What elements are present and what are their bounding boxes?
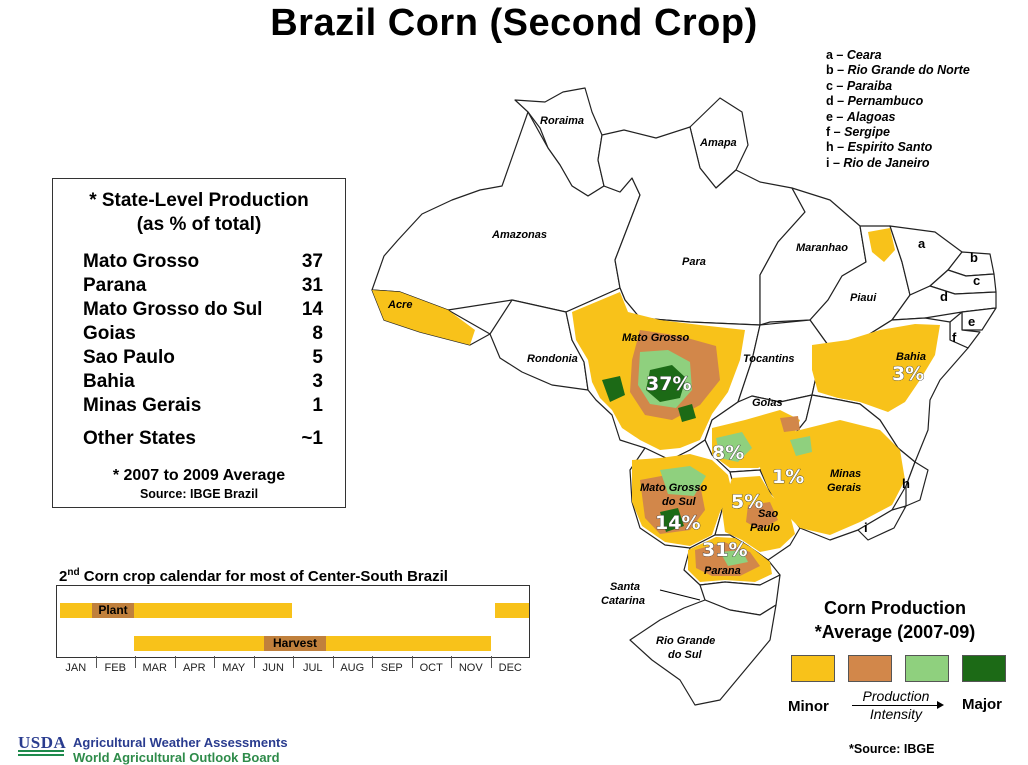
label-rgs-1: Rio Grande xyxy=(656,635,715,647)
label-roraima: Roraima xyxy=(540,115,584,127)
letter-b: b xyxy=(970,250,978,265)
label-goias: Goias xyxy=(752,397,783,409)
calendar-title: 2nd Corn crop calendar for most of Cente… xyxy=(59,567,448,585)
month-label: MAY xyxy=(222,662,246,674)
table-source: Source: IBGE Brazil xyxy=(139,487,259,501)
key-item: f – Sergipe xyxy=(826,125,890,140)
legend-major-label: Major xyxy=(962,696,1003,713)
production-patches xyxy=(372,228,940,582)
legend-arrow-icon xyxy=(852,701,944,709)
letter-e: e xyxy=(968,314,975,329)
month-label: SEP xyxy=(380,662,403,674)
table-row: Mato Grosso 37 xyxy=(83,251,323,272)
key-item: c – Paraiba xyxy=(826,78,893,93)
key-item: a – Ceara xyxy=(826,48,882,62)
letter-i: i xyxy=(864,520,868,535)
label-piaui: Piaui xyxy=(850,292,877,304)
table-row: Minas Gerais 1 xyxy=(83,395,323,416)
source-note: *Source: IBGE xyxy=(849,742,935,756)
month-label: JUN xyxy=(262,662,284,674)
key-item: d – Pernambuco xyxy=(826,94,924,109)
production-table: * State-Level Production (as % of total)… xyxy=(52,178,346,508)
legend-swatch-minor xyxy=(791,655,835,682)
harvest-stage: Harvest xyxy=(264,636,326,651)
crop-calendar: Plant Harvest xyxy=(56,585,530,658)
pct-mato-grosso-do-sul: 14% xyxy=(655,512,700,534)
letter-f: f xyxy=(952,330,957,345)
pct-goias: 8% xyxy=(712,442,744,464)
state-letter-key: a – Ceara b – Rio Grande do Norte c – Pa… xyxy=(826,48,970,171)
label-para: Para xyxy=(682,256,706,268)
legend-minor-label: Minor xyxy=(788,698,829,715)
label-sao-paulo-2: Paulo xyxy=(750,522,780,534)
state-espirito-santo xyxy=(905,461,929,507)
label-maranhao: Maranhao xyxy=(796,242,848,254)
santa-catarina-leader xyxy=(659,589,701,601)
legend-swatch-major xyxy=(962,655,1006,682)
pct-parana: 31% xyxy=(702,539,747,561)
pct-mato-grosso: 37% xyxy=(646,373,691,395)
letter-d: d xyxy=(940,289,948,304)
table-row: Parana 31 xyxy=(83,275,323,296)
production-table-title: * State-Level Production (as % of total) xyxy=(89,190,309,235)
state-rio-de-janeiro xyxy=(857,505,907,541)
pct-bahia: 3% xyxy=(892,363,924,385)
usda-logo-stripes xyxy=(18,750,64,758)
label-amazonas: Amazonas xyxy=(491,229,547,241)
table-row: Goias 8 xyxy=(83,323,323,344)
table-row: Mato Grosso do Sul 14 xyxy=(83,299,323,320)
table-row: Other States ~1 xyxy=(83,428,323,449)
label-sao-paulo-1: Sao xyxy=(758,508,778,520)
month-label: APR xyxy=(182,662,206,674)
legend-swatch-moderate xyxy=(848,655,892,682)
month-label: JUL xyxy=(302,662,323,674)
letter-h: h xyxy=(902,476,910,491)
label-bahia: Bahia xyxy=(896,351,926,363)
label-rgs-2: do Sul xyxy=(668,649,703,661)
label-minas-gerais-1: Minas xyxy=(830,468,861,480)
month-label: FEB xyxy=(104,662,126,674)
key-item: b – Rio Grande do Norte xyxy=(826,63,970,78)
label-mato-grosso: Mato Grosso xyxy=(622,332,690,344)
month-label: OCT xyxy=(419,662,443,674)
key-item: i – Rio de Janeiro xyxy=(826,155,930,170)
month-label: DEC xyxy=(498,662,522,674)
footer-line1: Agricultural Weather Assessments xyxy=(73,735,288,750)
label-parana: Parana xyxy=(704,565,741,577)
legend-intensity-label: Production Intensity xyxy=(862,688,930,722)
letter-a: a xyxy=(918,236,926,251)
plant-stage: Plant xyxy=(92,603,134,618)
label-mgs-1: Mato Grosso xyxy=(640,482,708,494)
label-mgs-2: do Sul xyxy=(662,496,697,508)
page-title: Brazil Corn (Second Crop) xyxy=(270,2,758,44)
table-footnote: * 2007 to 2009 Average xyxy=(112,467,286,484)
table-row: Sao Paulo 5 xyxy=(83,347,323,368)
pct-sao-paulo: 5% xyxy=(731,491,763,513)
legend-title: Corn Production *Average (2007-09) xyxy=(814,598,976,642)
table-row: Bahia 3 xyxy=(83,371,323,392)
month-label: JAN xyxy=(65,662,87,674)
label-acre: Acre xyxy=(387,299,412,311)
label-tocantins: Tocantins xyxy=(743,353,795,365)
legend-swatch-high xyxy=(905,655,949,682)
month-label: NOV xyxy=(458,662,483,674)
letter-c: c xyxy=(973,273,980,288)
month-label: MAR xyxy=(142,662,167,674)
key-item: e – Alagoas xyxy=(826,109,896,124)
month-label: AUG xyxy=(340,662,365,674)
label-santa-catarina-1: Santa xyxy=(610,581,640,593)
pct-minas-gerais: 1% xyxy=(772,466,804,488)
key-item: h – Espirito Santo xyxy=(826,140,933,155)
planting-period-bar-dec xyxy=(495,603,529,618)
label-santa-catarina-2: Catarina xyxy=(601,595,645,607)
usda-logo: USDA xyxy=(18,733,67,752)
label-rondonia: Rondonia xyxy=(527,353,578,365)
label-minas-gerais-2: Gerais xyxy=(827,482,861,494)
state-rio-grande-do-sul xyxy=(629,599,777,706)
calendar-months: JAN FEB MAR APR MAY JUN JUL AUG SEP OCT … xyxy=(56,662,530,680)
label-amapa: Amapa xyxy=(699,137,737,149)
